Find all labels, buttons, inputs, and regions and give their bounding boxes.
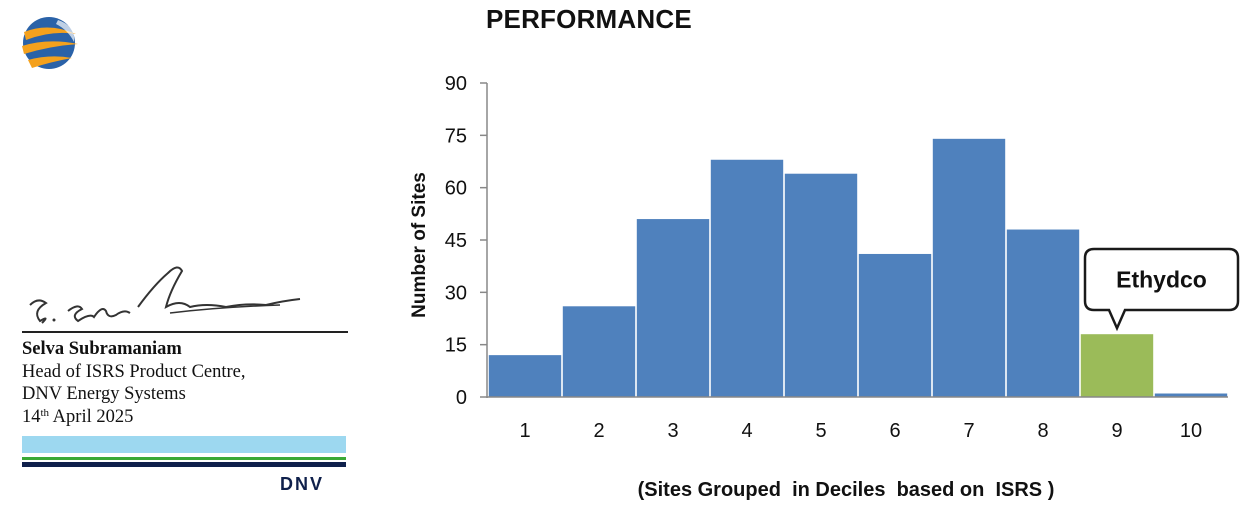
bar-decile-1 (488, 355, 562, 397)
x-tick-label: 8 (1037, 420, 1048, 442)
date-rest: April 2025 (49, 406, 134, 427)
x-tick-label: 7 (963, 420, 974, 442)
callout-box (1083, 247, 1240, 332)
date-suffix: th (40, 406, 50, 419)
bar-decile-6 (858, 253, 932, 397)
x-tick-label: 10 (1180, 420, 1202, 442)
x-tick-label: 4 (741, 420, 752, 442)
x-tick-label: 3 (667, 420, 678, 442)
x-axis-title: (Sites Grouped in Deciles based on ISRS … (638, 479, 1055, 501)
brand-band-light (22, 436, 346, 453)
x-tick-label: 5 (815, 420, 826, 442)
signatory-block: Selva Subramaniam Head of ISRS Product C… (22, 338, 246, 428)
y-tick-label: 75 (445, 125, 467, 147)
brand-band-navy (22, 462, 346, 467)
signatory-name: Selva Subramaniam (22, 339, 182, 359)
bar-decile-7 (932, 138, 1006, 398)
date-day: 14 (22, 406, 41, 427)
x-tick-label: 6 (889, 420, 900, 442)
x-tick-label: 2 (593, 420, 604, 442)
signature-line (22, 331, 348, 333)
bar-decile-9 (1080, 334, 1154, 397)
y-axis-title: Number of Sites (409, 172, 430, 318)
bar-decile-2 (562, 306, 636, 397)
globe-swirl-logo-icon (22, 17, 78, 69)
y-tick-label: 45 (445, 230, 467, 252)
y-tick-label: 0 (456, 387, 467, 409)
handwritten-signature-icon (29, 266, 301, 324)
signatory-date: 14th April 2025 (22, 406, 246, 429)
chart-title: PERFORMANCE (486, 4, 692, 34)
bar-decile-4 (710, 159, 784, 397)
callout-label: Ethydco (1116, 267, 1207, 293)
x-tick-label: 9 (1111, 420, 1122, 442)
y-tick-label: 60 (445, 178, 467, 200)
x-tick-label: 1 (519, 420, 530, 442)
brand-band-green (22, 457, 346, 460)
signatory-org: DNV Energy Systems (22, 384, 186, 404)
y-tick-label: 15 (445, 335, 467, 357)
y-tick-label: 30 (445, 282, 467, 304)
y-tick-label: 90 (445, 73, 467, 95)
bar-decile-5 (784, 173, 858, 397)
bar-decile-3 (636, 219, 710, 397)
bar-decile-8 (1006, 229, 1080, 397)
signatory-role: Head of ISRS Product Centre, (22, 361, 246, 382)
dnv-wordmark: DNV (280, 474, 325, 494)
bar-decile-10 (1154, 393, 1228, 397)
